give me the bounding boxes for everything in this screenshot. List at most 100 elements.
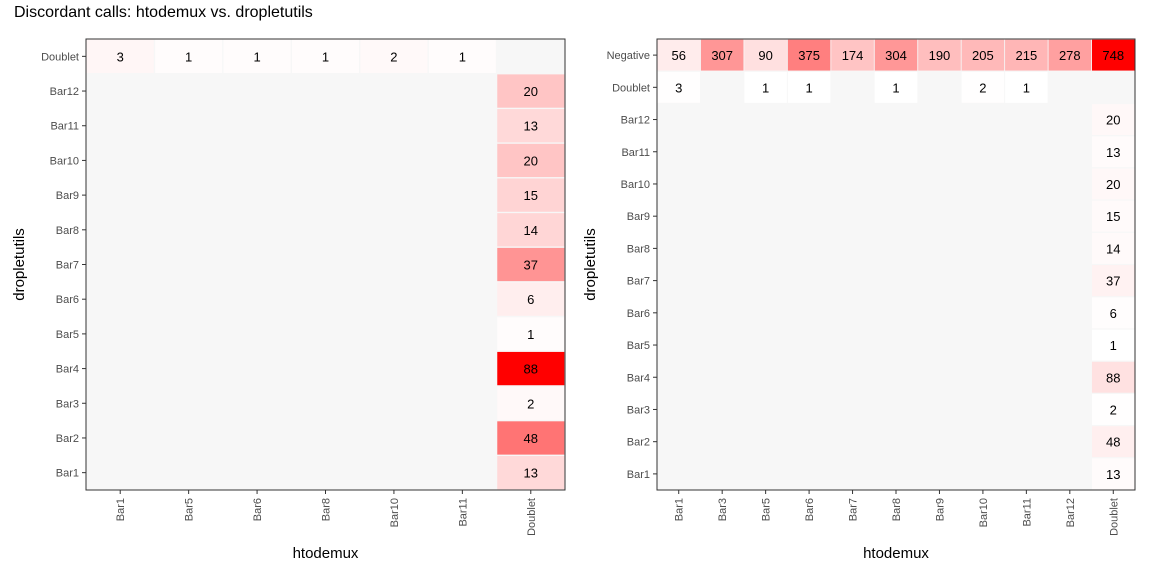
cell-value-label: 1 (253, 49, 260, 64)
x-tick-label: Doublet (526, 498, 538, 536)
heatmap-cell (497, 143, 565, 178)
y-tick-label: Bar11 (50, 121, 79, 133)
heatmap-cell (1091, 458, 1135, 490)
x-tick-label: Bar10 (978, 498, 990, 527)
cell-value-label: 90 (758, 48, 772, 63)
heatmap-cell (497, 351, 565, 386)
x-tick-label: Bar11 (1021, 498, 1033, 527)
x-tick-label: Bar6 (804, 498, 816, 521)
cell-value-label: 56 (671, 48, 685, 63)
cell-value-label: 2 (1110, 402, 1117, 417)
x-tick-label: Bar1 (115, 498, 127, 521)
cell-value-label: 307 (711, 48, 733, 63)
cell-value-label: 20 (1106, 113, 1120, 128)
x-tick-label: Bar6 (252, 498, 264, 521)
cell-value-label: 20 (1106, 177, 1120, 192)
cell-value-label: 205 (972, 48, 994, 63)
cell-value-label: 13 (1106, 145, 1120, 160)
x-axis-title: htodemux (293, 545, 359, 562)
cell-value-label: 6 (1110, 306, 1117, 321)
y-tick-label: Bar12 (50, 86, 79, 98)
cell-value-label: 48 (1106, 435, 1120, 450)
heatmap-cell (1091, 232, 1135, 264)
y-axis-title: dropletutils (11, 228, 28, 301)
heatmap-cell (744, 71, 787, 103)
x-tick-label: Bar5 (184, 498, 196, 521)
cell-value-label: 1 (527, 327, 534, 342)
cell-value-label: 1 (185, 49, 192, 64)
y-tick-label: Bar4 (56, 364, 79, 376)
cell-value-label: 20 (524, 153, 538, 168)
heatmap-cell (497, 317, 565, 351)
cell-value-label: 1 (459, 49, 466, 64)
heatmap-cell (961, 71, 1005, 103)
cell-value-label: 15 (1106, 209, 1120, 224)
heatmap-cell (787, 71, 831, 103)
heatmap-cell (874, 71, 918, 103)
y-tick-label: Bar1 (56, 468, 79, 480)
heatmap-cell (1091, 104, 1135, 135)
cell-value-label: 1 (805, 80, 812, 95)
y-tick-label: Doublet (41, 51, 79, 63)
heatmap-cell (918, 39, 961, 71)
heatmap-cell (497, 74, 565, 108)
heatmap-cell (831, 39, 874, 71)
panel-background (86, 39, 565, 490)
x-tick-label: Bar12 (1065, 498, 1077, 527)
heatmap-cell (1048, 39, 1092, 71)
cell-value-label: 88 (1106, 370, 1120, 385)
cell-value-label: 37 (1106, 274, 1120, 289)
heatmap-cell (360, 39, 428, 73)
cell-value-label: 1 (762, 80, 769, 95)
heatmap-cell (291, 39, 360, 73)
heatmap-cell (1005, 39, 1048, 71)
heatmap-cell (497, 386, 565, 420)
cell-value-label: 215 (1016, 48, 1038, 63)
x-tick-label: Bar7 (848, 498, 860, 521)
y-tick-label: Bar2 (56, 433, 79, 445)
heatmap-cell (497, 178, 565, 212)
y-tick-label: Bar2 (627, 437, 650, 449)
heatmap-cell (497, 456, 565, 490)
cell-value-label: 174 (842, 48, 864, 63)
y-tick-label: Bar8 (56, 225, 79, 237)
heatmap-cell (223, 39, 291, 73)
y-tick-label: Bar8 (627, 243, 650, 255)
y-tick-label: Bar7 (627, 276, 650, 288)
y-tick-label: Bar6 (627, 308, 650, 320)
heatmap-cell (1091, 200, 1135, 232)
x-tick-label: Doublet (1108, 498, 1120, 536)
cell-value-label: 1 (892, 80, 899, 95)
y-tick-label: Bar5 (627, 340, 650, 352)
x-axis-title: htodemux (863, 545, 929, 562)
heatmap-cell (1091, 394, 1135, 425)
heatmap-cell (961, 39, 1005, 71)
cell-value-label: 2 (527, 396, 534, 411)
x-tick-label: Bar5 (761, 498, 773, 521)
heatmap-cell (787, 39, 831, 71)
heatmap-cell (1091, 136, 1135, 168)
cell-value-label: 2 (390, 49, 397, 64)
heatmap-cell (1005, 71, 1048, 103)
cell-value-label: 1 (322, 49, 329, 64)
cell-value-label: 3 (117, 49, 124, 64)
heatmap-cell (1091, 297, 1135, 329)
heatmap-cell (428, 39, 496, 73)
cell-value-label: 15 (524, 188, 538, 203)
heatmap-cell (1091, 361, 1135, 393)
x-tick-label: Bar1 (674, 498, 686, 521)
figure-title: Discordant calls: htodemux vs. dropletut… (14, 4, 313, 21)
y-tick-label: Bar3 (56, 398, 79, 410)
heatmap-panel-1: 3 1 1 1 2 1 20 13 20 15 14 37 6 1 88 2 48 13 Doublet Bar12 B… (11, 38, 566, 562)
heatmap-cell (657, 71, 701, 103)
y-tick-label: Bar12 (621, 115, 650, 127)
heatmap-cell (874, 39, 918, 71)
cell-value-label: 1 (1023, 80, 1030, 95)
y-tick-label: Bar5 (56, 329, 79, 341)
y-tick-label: Doublet (612, 82, 650, 94)
y-tick-label: Bar3 (627, 404, 650, 416)
y-tick-label: Bar6 (56, 294, 79, 306)
heatmap-cell (497, 109, 565, 143)
